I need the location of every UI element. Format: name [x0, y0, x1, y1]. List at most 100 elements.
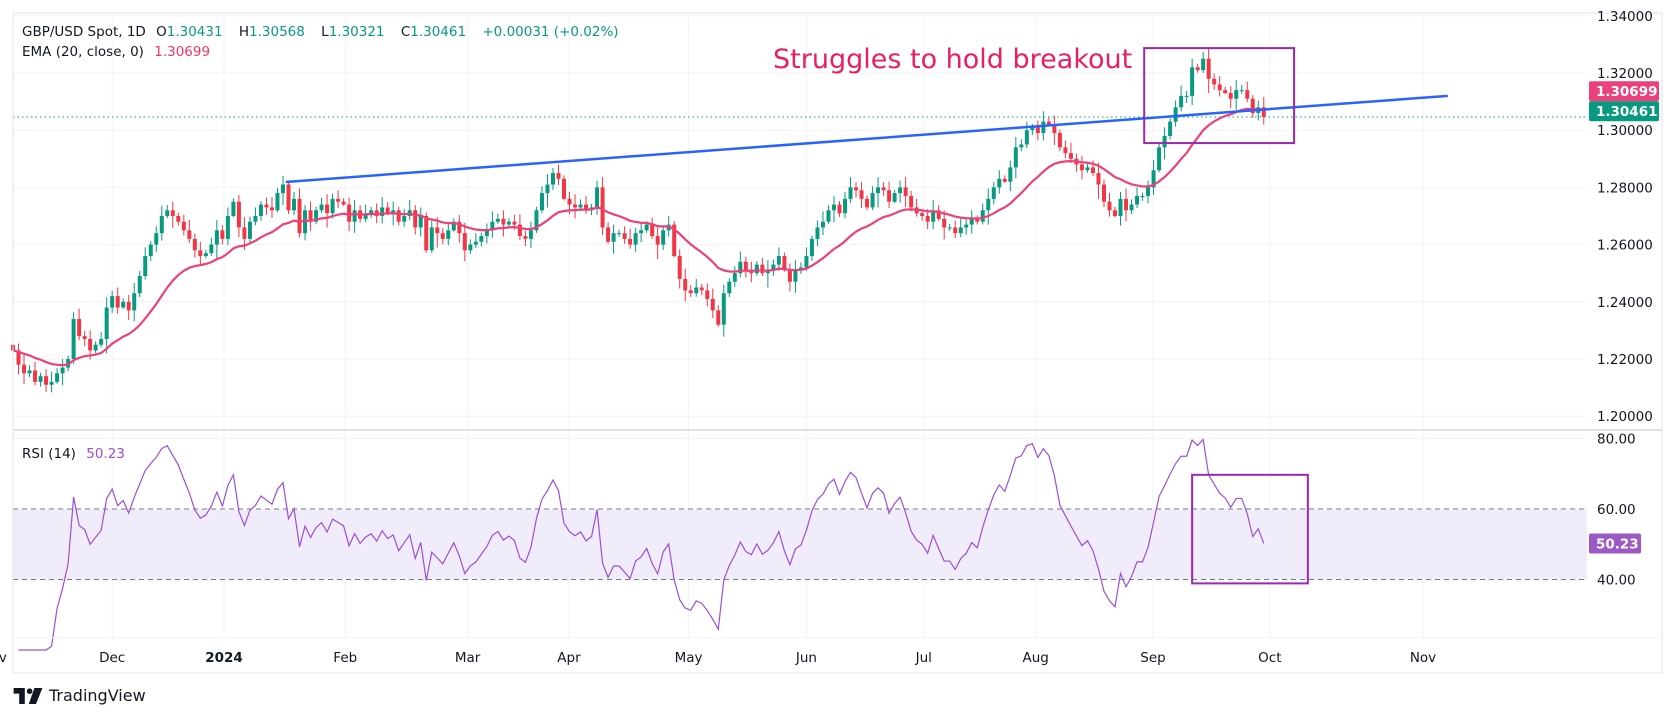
time-tick-label: Dec — [99, 650, 125, 666]
candle-body — [1239, 90, 1244, 92]
candle-body — [975, 218, 980, 222]
candle-body — [413, 210, 418, 228]
time-tick-label: Sep — [1140, 650, 1165, 666]
candle-body — [253, 216, 258, 222]
candle-body — [683, 278, 688, 291]
candle-body — [870, 193, 875, 208]
candle — [71, 312, 76, 365]
candle — [650, 217, 655, 239]
candle-body — [1118, 198, 1123, 216]
candle-body — [876, 187, 881, 194]
candle-body — [650, 224, 655, 237]
candle — [986, 188, 991, 225]
candle — [595, 180, 600, 215]
candle-body — [1173, 107, 1178, 122]
candle-body — [771, 264, 776, 271]
change-value: +0.00031 (+0.02%) — [482, 24, 619, 40]
candle-body — [628, 238, 633, 245]
candle-body — [865, 198, 870, 208]
candle-body — [104, 307, 109, 339]
candle — [953, 220, 958, 239]
candle-body — [517, 224, 522, 237]
candle-body — [44, 376, 49, 385]
candle-body — [573, 204, 578, 208]
candle — [1146, 180, 1151, 204]
brand-name: TradingView — [49, 686, 146, 705]
candle-body — [859, 190, 864, 199]
candle — [639, 221, 644, 243]
candle — [661, 225, 666, 251]
candle — [991, 182, 996, 205]
candle — [931, 199, 936, 230]
candle — [473, 233, 478, 249]
candle — [170, 201, 175, 229]
time-tick-label: Aug — [1022, 650, 1048, 666]
candle — [969, 210, 974, 234]
candle — [396, 206, 401, 226]
candle-body — [793, 270, 798, 282]
candle-body — [1212, 78, 1217, 85]
candle-body — [1217, 84, 1222, 91]
price-legend: GBP/USD Spot, 1D O1.30431 H1.30568 L1.30… — [22, 24, 625, 40]
candle — [303, 205, 308, 241]
candle — [380, 197, 385, 224]
candle-body — [765, 270, 770, 274]
candle — [710, 288, 715, 318]
open-value: 1.30431 — [166, 24, 223, 40]
candle-body — [297, 198, 302, 234]
candle-body — [936, 210, 941, 219]
candle-body — [203, 253, 208, 257]
candle-body — [88, 338, 93, 351]
candle — [738, 251, 743, 278]
candle-body — [292, 198, 297, 211]
candle-body — [881, 187, 886, 191]
candle — [407, 199, 412, 221]
rsi-line — [18, 438, 1265, 651]
candle — [1124, 188, 1129, 222]
candle — [1057, 129, 1062, 152]
candle-body — [611, 233, 616, 242]
candle — [1179, 85, 1184, 112]
candle-body — [209, 244, 214, 254]
candle — [611, 224, 616, 254]
ema-label[interactable]: EMA (20, close, 0) — [22, 44, 144, 60]
candle — [236, 194, 241, 238]
candle-body — [495, 218, 500, 222]
trendline — [285, 94, 1448, 184]
candle-body — [1085, 167, 1090, 171]
candle — [798, 262, 803, 275]
candle — [887, 181, 892, 208]
symbol-label[interactable]: GBP/USD Spot, 1D — [22, 24, 146, 40]
candle — [325, 194, 330, 228]
price-tick-label: 1.22000 — [1597, 352, 1653, 368]
candle-body — [308, 210, 313, 222]
candle — [1068, 142, 1073, 163]
candle-body — [176, 216, 181, 222]
rsi-tick-label: 40.00 — [1597, 573, 1636, 589]
candle — [881, 182, 886, 196]
candle-body — [694, 287, 699, 294]
candle-body — [644, 224, 649, 231]
candle — [622, 226, 627, 244]
candle — [55, 368, 60, 384]
candle-body — [336, 198, 341, 202]
candle — [1002, 175, 1007, 184]
candle-body — [898, 187, 903, 194]
last-price-badge — [1589, 101, 1659, 122]
rsi-label[interactable]: RSI (14) — [22, 446, 76, 462]
candle — [1135, 187, 1140, 208]
candle — [683, 268, 688, 302]
candle — [1079, 155, 1084, 180]
candle — [490, 211, 495, 238]
candle-body — [1008, 167, 1013, 182]
candle — [60, 359, 65, 386]
candle — [1190, 58, 1195, 106]
candle-body — [782, 256, 787, 271]
tradingview-logo[interactable]: TradingView — [13, 686, 146, 705]
candle-body — [380, 207, 385, 216]
candle — [771, 259, 776, 276]
candle — [826, 205, 831, 224]
candle — [352, 199, 357, 233]
candle — [892, 189, 897, 204]
